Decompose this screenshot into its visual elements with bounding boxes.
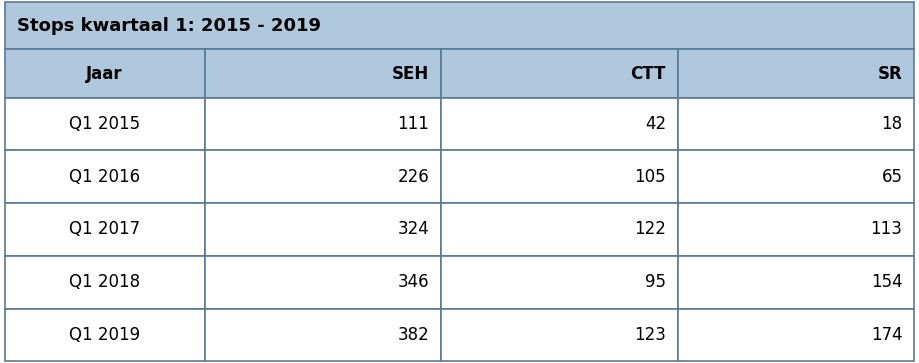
Bar <box>441 256 678 309</box>
Text: Q1 2015: Q1 2015 <box>69 115 141 133</box>
Bar <box>5 98 205 150</box>
Bar <box>441 309 678 361</box>
Bar <box>678 309 914 361</box>
Bar <box>5 49 205 98</box>
Bar <box>205 309 441 361</box>
Bar <box>441 203 678 256</box>
Bar <box>678 203 914 256</box>
Text: 65: 65 <box>881 168 902 186</box>
Text: 226: 226 <box>398 168 429 186</box>
Bar <box>5 309 205 361</box>
Text: 154: 154 <box>871 273 902 291</box>
Text: 174: 174 <box>871 326 902 344</box>
Text: 382: 382 <box>398 326 429 344</box>
Text: SEH: SEH <box>392 65 429 82</box>
Bar <box>205 150 441 203</box>
Text: Q1 2019: Q1 2019 <box>69 326 141 344</box>
Bar <box>678 150 914 203</box>
Text: Q1 2017: Q1 2017 <box>69 220 141 238</box>
Bar <box>441 49 678 98</box>
Text: Jaar: Jaar <box>86 65 123 82</box>
Text: 324: 324 <box>398 220 429 238</box>
Text: CTT: CTT <box>630 65 666 82</box>
Bar <box>678 98 914 150</box>
Text: 18: 18 <box>881 115 902 133</box>
Bar <box>5 256 205 309</box>
Text: 346: 346 <box>398 273 429 291</box>
Bar <box>205 256 441 309</box>
Bar <box>5 150 205 203</box>
Text: 123: 123 <box>634 326 666 344</box>
Bar <box>5 2 914 49</box>
Bar <box>205 203 441 256</box>
Bar <box>678 256 914 309</box>
Text: 111: 111 <box>398 115 429 133</box>
Text: Q1 2018: Q1 2018 <box>69 273 141 291</box>
Bar <box>205 49 441 98</box>
Bar <box>205 98 441 150</box>
Text: 95: 95 <box>645 273 666 291</box>
Text: 122: 122 <box>634 220 666 238</box>
Bar <box>441 98 678 150</box>
Text: Stops kwartaal 1: 2015 - 2019: Stops kwartaal 1: 2015 - 2019 <box>17 17 321 34</box>
Bar <box>678 49 914 98</box>
Bar <box>5 203 205 256</box>
Text: SR: SR <box>878 65 902 82</box>
Text: 105: 105 <box>634 168 666 186</box>
Text: 42: 42 <box>645 115 666 133</box>
Text: 113: 113 <box>870 220 902 238</box>
Text: Q1 2016: Q1 2016 <box>69 168 141 186</box>
Bar <box>441 150 678 203</box>
